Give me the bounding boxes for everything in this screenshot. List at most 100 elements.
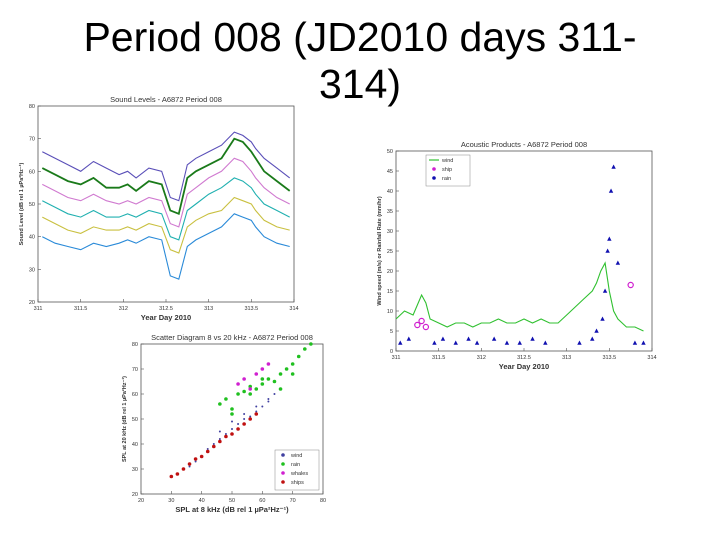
y-tick-label: 10 [387,309,393,315]
wind-point [224,433,227,435]
wind-point [261,405,264,408]
legend-swatch [432,167,436,171]
wind-point [255,405,258,408]
slide-title-line-2: 314) [318,61,402,107]
ships-point [254,412,259,416]
wind-point [206,448,209,450]
x-tick-label: 311.5 [432,355,445,361]
rain-point [600,316,605,321]
x-tick-label: 311 [34,306,43,312]
rain-point [218,402,222,406]
rain-point [398,340,403,345]
rain-point [432,340,437,345]
x-tick-label: 313 [562,355,571,361]
rain-point [611,164,616,169]
sound-levels-chart: Sound Levels - A6872 Period 008 311 311.5 3… [18,95,299,322]
rain-point [517,340,522,345]
whales-point [242,377,246,381]
legend-label: wind [441,158,453,164]
rain-point [607,236,612,241]
acoustic-products-chart: Acoustic Products - A6872 Period 008 311 3… [377,140,657,371]
rain-point [577,340,582,345]
rain-point [290,372,295,376]
legend-label: rain [442,176,451,182]
ships-point [242,422,246,426]
y-tick-label: 70 [29,137,35,143]
rain-point [406,336,411,341]
y-tick-label: 60 [29,169,35,175]
whales-point [260,367,265,371]
ships-point [224,434,228,439]
rain-point [491,336,497,341]
series-line-0 [395,261,644,332]
x-tick-label: 50 [229,498,235,504]
wind-point [218,430,221,433]
y-tick-label: 15 [387,289,393,295]
series-line-2 [42,157,290,228]
y-axis-label: SPL at 20 kHz (dB rel 1 µPa²Hz⁻¹) [121,376,128,462]
legend-label: wind [290,453,302,459]
y-axis-label: Wind speed (m/s) or Rainfall Rate (mm/hr… [377,196,383,306]
wind-point [243,413,246,415]
rain-point [453,340,458,345]
ship-point [414,321,421,329]
rain-point [254,387,259,391]
rain-point [602,288,608,293]
ship-point [627,281,634,289]
y-tick-label: 20 [29,300,35,306]
x-tick-label: 312 [119,306,128,312]
rain-point [466,336,471,341]
wind-point [237,423,240,425]
wind-point [249,415,252,418]
wind-point [243,418,246,420]
wind-point [255,410,258,413]
y-tick-label: 80 [132,342,138,348]
slide-title: Period 008 (JD2010 days 311- 314) [40,14,680,108]
ships-point [181,467,186,471]
x-tick-label: 311.5 [74,306,87,312]
chart-title: Sound Levels - A6872 Period 008 [110,95,222,104]
rain-point [278,372,283,376]
legend-swatch [281,453,285,457]
series-line-1 [41,137,291,216]
legend-swatch [281,462,285,466]
legend-label: rain [291,462,300,468]
rain-point [474,340,480,345]
rain-point [608,188,614,193]
rain-point [303,347,307,351]
x-tick-label: 60 [259,498,265,504]
x-tick-label: 312.5 [159,306,173,312]
legend-label: ships [291,480,304,486]
ships-point [169,474,174,479]
ships-point [212,444,216,449]
x-tick-label: 312.5 [517,355,531,361]
wind-point [231,428,233,430]
y-tick-label: 40 [132,442,138,448]
slide-title-line-1: Period 008 (JD2010 days 311- [83,14,637,60]
y-tick-label: 40 [387,189,393,195]
rain-point [309,342,313,346]
x-tick-label: 313 [204,306,213,312]
y-tick-label: 50 [29,202,35,208]
x-tick-label: 311 [392,355,401,361]
ships-point [199,454,204,459]
rain-point [296,354,301,359]
rain-point [594,328,599,333]
rain-point [290,362,295,366]
rain-point [605,248,610,253]
rain-point [266,377,271,381]
ships-point [230,432,234,436]
chart-title: Acoustic Products - A6872 Period 008 [461,140,587,149]
rain-point [248,392,252,396]
rain-point [504,340,510,345]
x-tick-label: 80 [320,498,326,504]
wind-point [188,465,191,468]
series-line-0 [42,131,291,202]
y-tick-label: 45 [387,169,393,175]
ship-point [422,323,430,331]
wind-point [267,400,270,403]
y-tick-label: 60 [132,392,138,398]
rain-point [615,260,621,265]
y-tick-label: 80 [29,104,35,110]
y-tick-label: 30 [132,467,138,473]
